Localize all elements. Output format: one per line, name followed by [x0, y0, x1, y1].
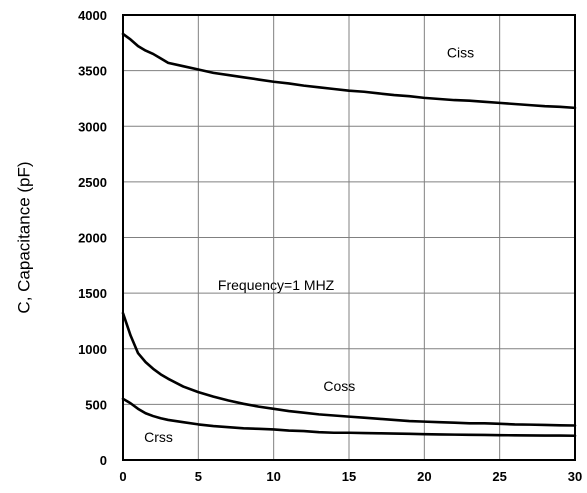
- x-axis-ticks: 0 5 10 15 20 25 30: [119, 469, 582, 484]
- y-axis-title: C, Capacitance (pF): [14, 161, 33, 313]
- y-tick-label: 500: [85, 397, 107, 412]
- annotations: Ciss Coss Crss Frequency=1 MHZ: [144, 44, 474, 445]
- series-line-crss: [121, 397, 577, 438]
- x-tick-label: 30: [568, 469, 582, 484]
- series-line-ciss: [121, 32, 577, 110]
- x-tick-label: 15: [342, 469, 356, 484]
- y-tick-label: 0: [100, 453, 107, 468]
- series-group: [121, 32, 577, 438]
- y-tick-label: 3500: [78, 64, 107, 79]
- series-line-coss: [121, 311, 577, 427]
- annotation-crss: Crss: [144, 429, 173, 445]
- x-tick-label: 0: [119, 469, 126, 484]
- y-axis-ticks: 0 500 1000 1500 2000 2500 3000 3500 4000: [78, 8, 107, 468]
- x-tick-label: 20: [417, 469, 431, 484]
- y-tick-label: 1500: [78, 286, 107, 301]
- y-tick-label: 2500: [78, 175, 107, 190]
- y-tick-label: 3000: [78, 119, 107, 134]
- x-tick-label: 5: [195, 469, 202, 484]
- annotation-coss: Coss: [323, 378, 355, 394]
- y-tick-label: 4000: [78, 8, 107, 23]
- y-tick-label: 1000: [78, 342, 107, 357]
- x-tick-label: 25: [492, 469, 506, 484]
- plot-area-frame: [122, 14, 576, 461]
- x-tick-label: 10: [266, 469, 280, 484]
- annotation-ciss: Ciss: [447, 44, 474, 60]
- annotation-frequency-1-mhz: Frequency=1 MHZ: [218, 277, 335, 293]
- y-tick-label: 2000: [78, 231, 107, 246]
